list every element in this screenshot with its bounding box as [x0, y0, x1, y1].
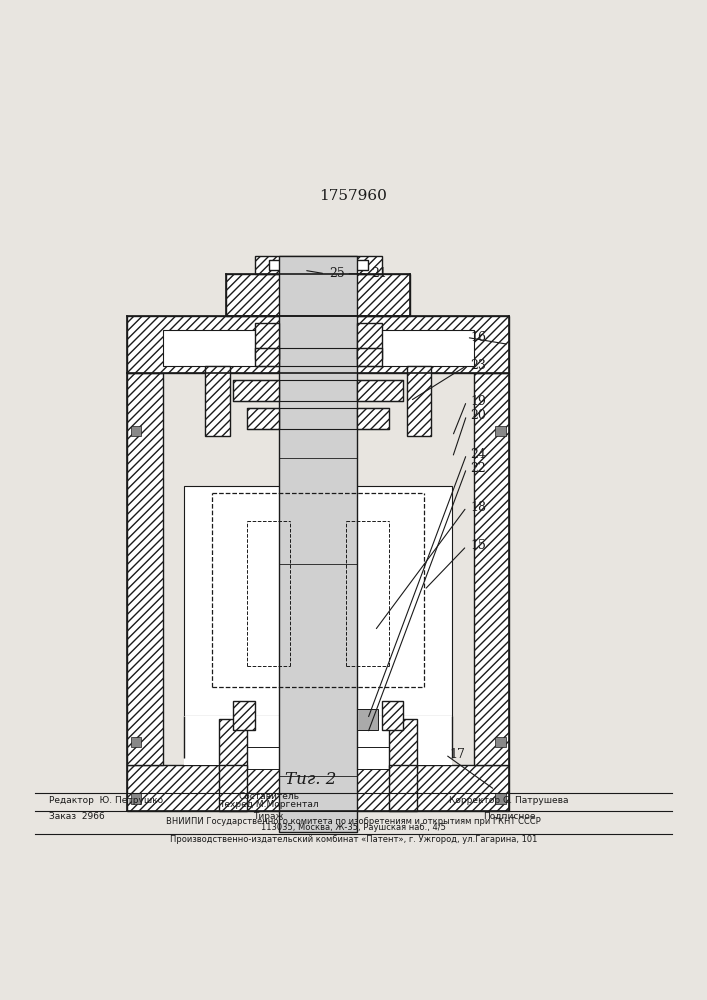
Text: 1757960: 1757960 — [320, 189, 387, 203]
Bar — [474, 373, 509, 765]
Bar — [407, 366, 431, 436]
Bar — [127, 316, 509, 373]
Bar — [357, 380, 403, 401]
Text: ВНИИПИ Государственного комитета по изобретениям и открытиям при ГКНТ СССР: ВНИИПИ Государственного комитета по изоб… — [166, 817, 541, 826]
Text: Производственно-издательский комбинат «Патент», г. Ужгород, ул.Гагарина, 101: Производственно-издательский комбинат «П… — [170, 835, 537, 844]
Text: 16: 16 — [470, 331, 486, 344]
Text: 17: 17 — [449, 748, 464, 761]
Text: 19: 19 — [470, 395, 486, 408]
Text: Подписное: Подписное — [483, 812, 535, 821]
Bar — [219, 747, 417, 769]
Bar — [205, 366, 230, 436]
Bar — [219, 765, 247, 811]
Text: 20: 20 — [470, 409, 486, 422]
Bar — [495, 793, 506, 804]
Bar — [127, 373, 163, 765]
Bar — [255, 323, 279, 359]
Bar — [357, 348, 382, 366]
Bar — [226, 274, 410, 316]
Bar — [127, 765, 311, 811]
Text: Тираж: Тираж — [253, 812, 284, 821]
Bar — [233, 701, 255, 730]
Bar — [389, 765, 417, 811]
Text: Корректор С. Патрушева: Корректор С. Патрушева — [449, 796, 569, 805]
Text: Редактор  Ю. Петрушко: Редактор Ю. Петрушко — [49, 796, 163, 805]
Bar — [495, 426, 506, 436]
Text: 15: 15 — [470, 539, 486, 552]
Bar — [233, 380, 279, 401]
Text: 113035, Москва, Ж-35, Раушская наб., 4/5: 113035, Москва, Ж-35, Раушская наб., 4/5 — [261, 823, 446, 832]
Text: 22: 22 — [470, 462, 486, 475]
Text: Τиг. 2: Τиг. 2 — [286, 771, 337, 788]
Text: 25: 25 — [329, 267, 344, 280]
Bar — [184, 486, 452, 716]
Text: Составитель: Составитель — [238, 792, 299, 801]
Bar — [255, 256, 382, 274]
Bar — [495, 737, 506, 747]
Bar — [389, 719, 417, 769]
Text: 23: 23 — [470, 359, 486, 372]
Bar — [325, 765, 509, 811]
Bar — [131, 426, 141, 436]
Bar — [382, 701, 403, 730]
Text: 21: 21 — [371, 267, 387, 280]
Bar — [279, 256, 357, 832]
Text: 18: 18 — [470, 501, 486, 514]
Bar — [269, 260, 368, 270]
Bar — [357, 408, 389, 429]
Text: Техред М.Моргентал: Техред М.Моргентал — [219, 800, 318, 809]
Bar — [131, 737, 141, 747]
Bar — [163, 330, 474, 366]
Text: 24: 24 — [470, 448, 486, 461]
Bar — [219, 719, 247, 769]
Bar — [357, 709, 378, 730]
Bar — [255, 348, 279, 366]
Bar — [131, 793, 141, 804]
Bar — [247, 408, 279, 429]
Text: Заказ  2966: Заказ 2966 — [49, 812, 105, 821]
Bar — [357, 323, 382, 359]
Bar — [184, 716, 452, 765]
